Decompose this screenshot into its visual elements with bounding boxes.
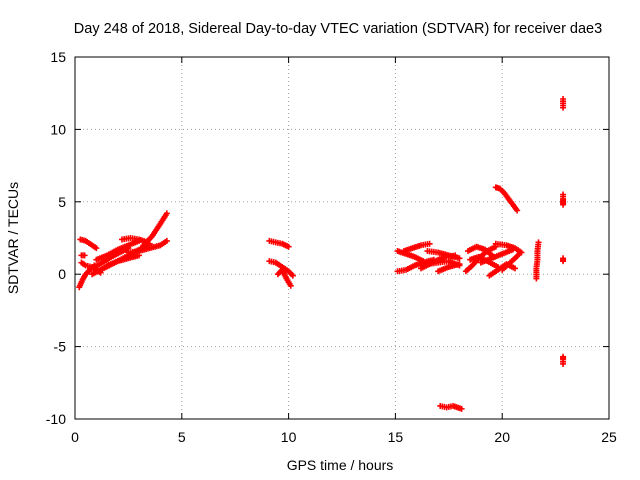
data-point (512, 265, 519, 272)
data-point (93, 245, 100, 252)
data-point (456, 255, 463, 262)
y-tick-label: 0 (58, 266, 66, 282)
data-point (81, 252, 88, 259)
y-tick-label: -5 (54, 339, 67, 355)
data-point (289, 272, 296, 279)
x-tick-label: 10 (281, 429, 297, 445)
plot-frame (74, 56, 610, 420)
y-tick-label: 15 (50, 49, 66, 65)
data-points (76, 95, 567, 412)
y-axis-label: SDTVAR / TECUs (5, 182, 21, 294)
y-tick-label: -10 (46, 411, 66, 427)
data-point (514, 207, 521, 214)
data-point (287, 282, 294, 289)
data-point (426, 240, 433, 247)
x-tick-labels: 0 5 10 15 20 25 (71, 429, 617, 445)
data-point (163, 237, 170, 244)
data-point (535, 239, 542, 246)
data-point (458, 405, 465, 412)
y-tick-label: 5 (58, 194, 66, 210)
data-point (456, 261, 463, 268)
x-tick-label: 15 (388, 429, 404, 445)
x-tick-label: 25 (601, 429, 617, 445)
axis-ticks (74, 56, 610, 420)
data-point (163, 210, 170, 217)
grid-lines (75, 57, 609, 419)
data-point (560, 258, 567, 265)
x-tick-label: 20 (494, 429, 510, 445)
x-tick-label: 5 (178, 429, 186, 445)
data-point (285, 243, 292, 250)
x-tick-label: 0 (71, 429, 79, 445)
y-tick-label: 10 (50, 121, 66, 137)
data-point (560, 201, 567, 208)
chart-title: Day 248 of 2018, Sidereal Day-to-day VTE… (74, 21, 602, 37)
data-point (560, 360, 567, 367)
data-point (560, 104, 567, 111)
y-tick-labels: -10 -5 0 5 10 15 (46, 49, 66, 427)
data-point (516, 250, 523, 257)
x-axis-label: GPS time / hours (287, 457, 394, 473)
